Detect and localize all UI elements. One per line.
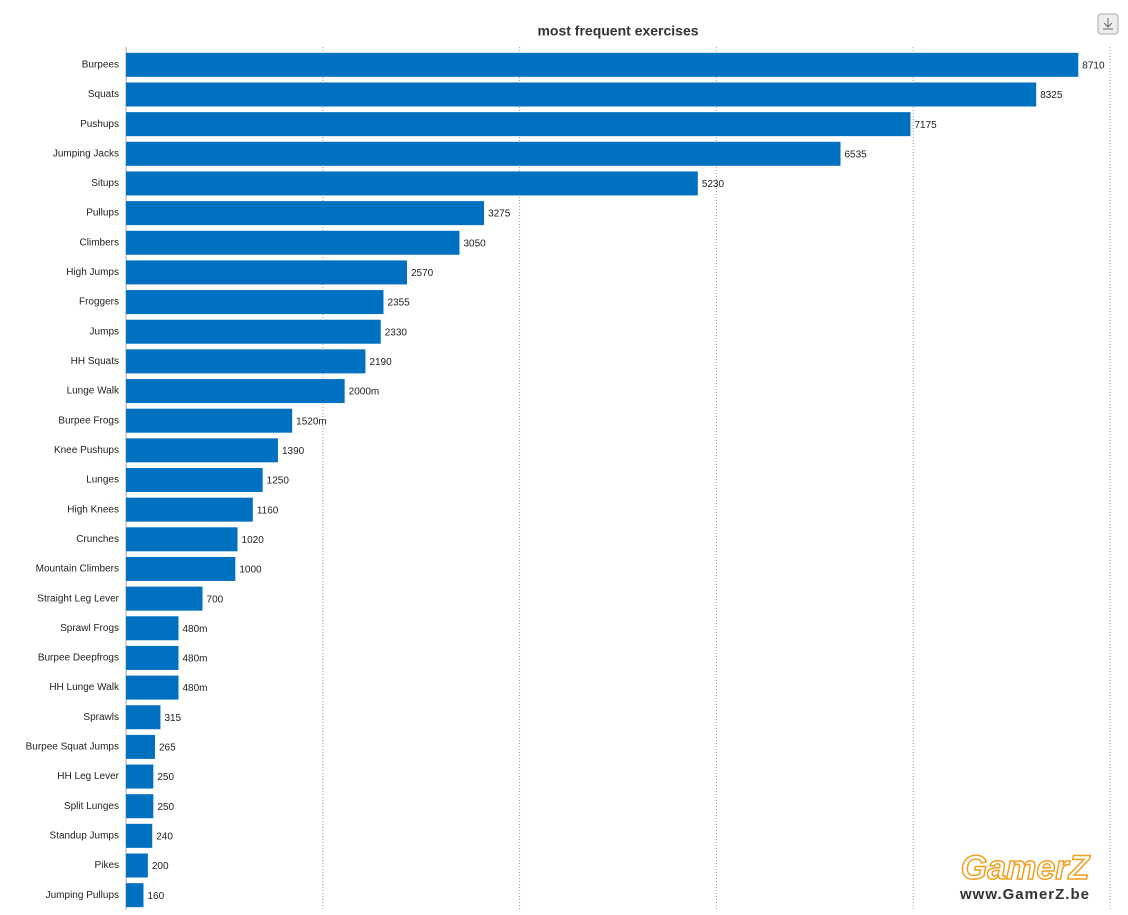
value-label: 2000m xyxy=(349,387,380,398)
value-label: 2355 xyxy=(387,298,410,309)
value-label: 8710 xyxy=(1082,60,1105,71)
bar xyxy=(126,556,236,581)
bar xyxy=(126,586,203,611)
y-tick-label: Climbers xyxy=(80,237,119,248)
bar xyxy=(126,201,485,226)
download-button[interactable] xyxy=(1097,13,1119,35)
y-tick-label: Sprawls xyxy=(83,712,119,723)
bar xyxy=(126,527,238,552)
bar xyxy=(126,438,278,463)
y-tick-label: Straight Leg Lever xyxy=(37,593,119,604)
y-tick-label: Jumping Jacks xyxy=(53,148,119,159)
y-tick-label: Split Lunges xyxy=(64,801,119,812)
bar xyxy=(126,468,263,492)
watermark-logo: GamerZ xyxy=(961,849,1091,887)
y-tick-label: Pullups xyxy=(86,208,119,219)
bar xyxy=(126,349,366,374)
bar xyxy=(126,675,179,700)
bar xyxy=(126,112,911,137)
value-label: 480m xyxy=(182,654,207,665)
value-label: 3050 xyxy=(463,238,486,249)
value-label: 265 xyxy=(159,743,176,754)
value-label: 480m xyxy=(182,624,207,635)
y-tick-label: Pikes xyxy=(95,860,119,871)
bar xyxy=(126,319,381,344)
y-tick-label: Lunge Walk xyxy=(67,386,120,397)
value-label: 250 xyxy=(157,772,174,783)
y-tick-label: HH Squats xyxy=(71,356,119,367)
y-tick-label: Knee Pushups xyxy=(54,445,119,456)
y-tick-label: Squats xyxy=(88,89,119,100)
value-label: 2330 xyxy=(385,327,408,338)
download-icon[interactable] xyxy=(1103,18,1113,30)
value-label: 1000 xyxy=(239,565,262,576)
value-label: 1390 xyxy=(282,446,305,457)
value-label: 3275 xyxy=(488,209,511,220)
y-tick-label: Burpee Squat Jumps xyxy=(26,742,119,753)
y-tick-label: Jumping Pullups xyxy=(46,890,119,901)
bar xyxy=(126,853,148,878)
value-label: 700 xyxy=(207,594,224,605)
bar xyxy=(126,260,407,285)
watermark-url: www.GamerZ.be xyxy=(959,886,1090,903)
bar xyxy=(126,171,698,196)
bar xyxy=(126,408,293,433)
chart-title: most frequent exercises xyxy=(537,23,698,39)
y-tick-label: Sprawl Frogs xyxy=(60,623,119,634)
bar xyxy=(126,230,460,255)
y-tick-label: Froggers xyxy=(79,297,119,308)
bar xyxy=(126,82,1037,107)
value-label: 1020 xyxy=(242,535,265,546)
value-label: 250 xyxy=(157,802,174,813)
bar xyxy=(126,616,179,641)
value-label: 2190 xyxy=(369,357,392,368)
y-tick-label: Standup Jumps xyxy=(50,831,120,842)
bar xyxy=(126,823,153,848)
value-label: 315 xyxy=(164,713,181,724)
bar xyxy=(126,52,1079,77)
y-tick-label: Burpee Deepfrogs xyxy=(38,653,119,664)
y-tick-label: Lunges xyxy=(86,475,119,486)
y-tick-label: Crunches xyxy=(76,534,119,545)
value-label: 240 xyxy=(156,832,173,843)
value-label: 160 xyxy=(147,891,164,902)
bar xyxy=(126,645,179,670)
y-tick-label: Burpees xyxy=(82,59,119,70)
bar xyxy=(126,379,345,404)
bar xyxy=(126,497,253,522)
y-tick-label: Jumps xyxy=(90,326,119,337)
bar xyxy=(126,794,154,819)
bar xyxy=(126,290,384,315)
value-label: 1250 xyxy=(267,476,290,487)
value-label: 1520m xyxy=(296,416,327,427)
y-tick-label: High Knees xyxy=(67,504,119,515)
value-label: 6535 xyxy=(844,149,867,160)
bar xyxy=(126,764,154,789)
value-label: 5230 xyxy=(702,179,725,190)
bar xyxy=(126,141,841,166)
y-tick-label: Pushups xyxy=(80,119,119,130)
bar xyxy=(126,883,144,908)
y-tick-label: Mountain Climbers xyxy=(36,564,119,575)
y-tick-label: Situps xyxy=(91,178,119,189)
y-tick-label: HH Lunge Walk xyxy=(49,682,120,693)
bar xyxy=(126,705,161,730)
value-label: 480m xyxy=(182,683,207,694)
y-tick-label: Burpee Frogs xyxy=(58,415,119,426)
y-tick-label: HH Leg Lever xyxy=(57,771,119,782)
value-label: 8325 xyxy=(1040,90,1063,101)
bar xyxy=(126,734,155,759)
y-tick-label: High Jumps xyxy=(66,267,119,278)
value-label: 1160 xyxy=(257,505,279,516)
value-label: 200 xyxy=(152,861,169,872)
value-label: 2570 xyxy=(411,268,434,279)
value-label: 7175 xyxy=(914,120,937,131)
